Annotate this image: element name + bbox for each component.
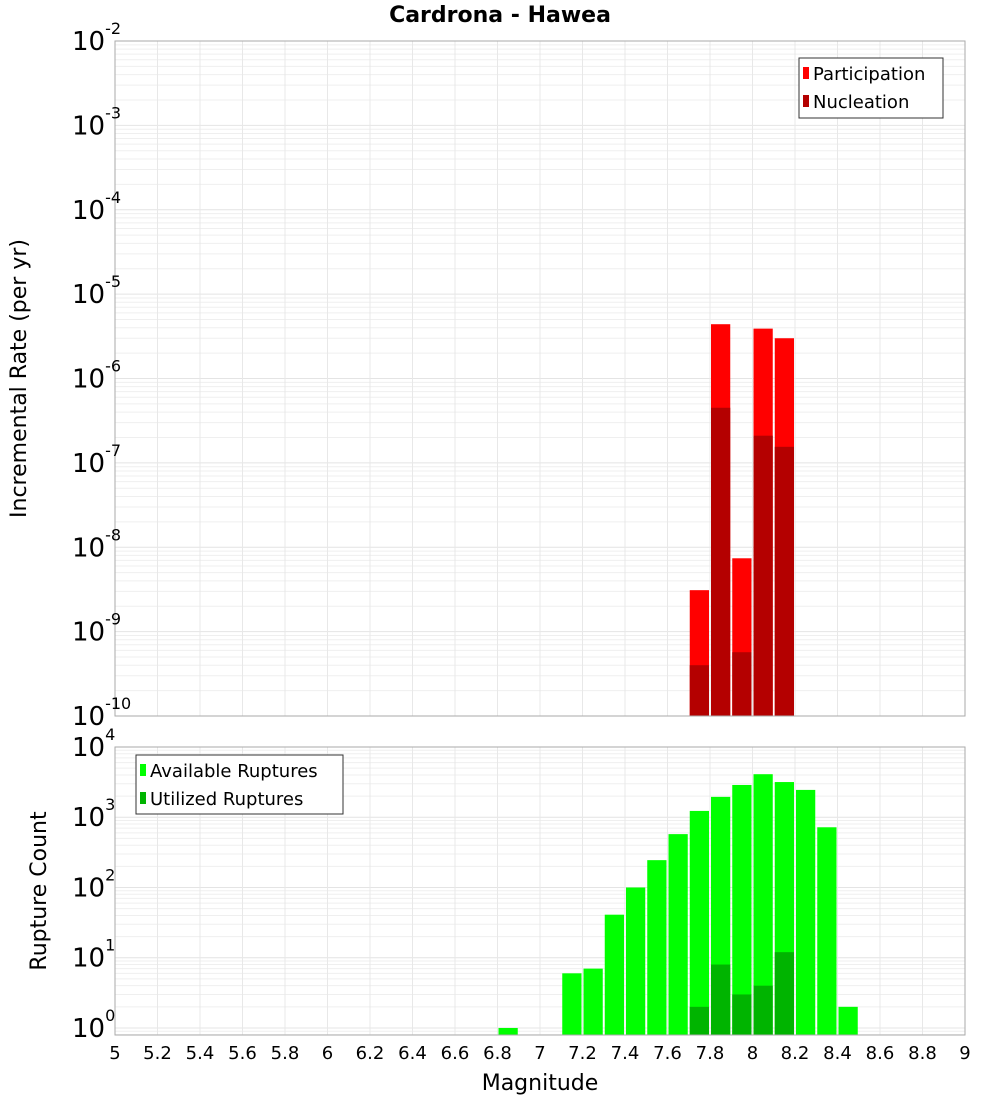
x-tick-label: 7.4 <box>611 1043 640 1064</box>
bar-available-ruptures <box>498 1027 518 1035</box>
x-tick-label: 8.4 <box>823 1043 852 1064</box>
x-tick-label: 6.6 <box>441 1043 470 1064</box>
bar-available-ruptures <box>838 1006 858 1035</box>
bar-utilized-ruptures <box>689 1006 709 1035</box>
bar-available-ruptures <box>626 887 646 1035</box>
plot-panel-0: 10-10 10-9 10-8 10-7 10-6 10-5 10-4 10-3 10-2 Inc… <box>7 3 966 732</box>
x-tick-label: 5 <box>109 1043 120 1064</box>
bar-available-ruptures <box>562 973 582 1035</box>
bar-nucleation <box>689 665 709 716</box>
y-tick-label: 103 <box>72 795 115 833</box>
y-tick-label: 10-7 <box>72 441 121 479</box>
x-tick-label: 5.2 <box>143 1043 172 1064</box>
y-tick-label: 101 <box>72 936 115 974</box>
y-tick-label: 10-8 <box>72 525 121 563</box>
bar-available-ruptures <box>796 789 816 1035</box>
x-tick-label: 7.2 <box>568 1043 597 1064</box>
bar-available-ruptures <box>753 774 773 1035</box>
legend-box <box>135 754 344 815</box>
x-tick-label: 8.6 <box>866 1043 895 1064</box>
y-tick-label: 104 <box>72 725 115 763</box>
bar-available-ruptures <box>732 784 752 1035</box>
x-tick-label: 7.8 <box>696 1043 725 1064</box>
bar-nucleation <box>711 407 731 716</box>
bar-available-ruptures <box>604 914 624 1035</box>
bar-utilized-ruptures <box>711 964 731 1035</box>
x-tick-label: 6.4 <box>398 1043 427 1064</box>
chart-title: Cardrona - Hawea <box>389 3 611 28</box>
legend-swatch <box>140 764 146 776</box>
bar-nucleation <box>732 652 752 716</box>
legend-swatch <box>803 67 809 79</box>
bar-nucleation <box>774 446 794 716</box>
x-tick-label: 9 <box>959 1043 970 1064</box>
bar-available-ruptures <box>817 827 837 1035</box>
y-tick-label: 102 <box>72 865 115 903</box>
x-tick-label: 7.6 <box>653 1043 682 1064</box>
x-tick-label: 8 <box>747 1043 758 1064</box>
x-tick-label: 5.8 <box>271 1043 300 1064</box>
plot-border <box>114 746 966 1036</box>
x-tick-label: 6.8 <box>483 1043 512 1064</box>
x-tick-label: 8.8 <box>908 1043 937 1064</box>
bar-utilized-ruptures <box>732 994 752 1035</box>
legend-label: Available Ruptures <box>150 761 318 782</box>
x-tick-label: 8.2 <box>781 1043 810 1064</box>
x-tick-label: 5.6 <box>228 1043 257 1064</box>
bar-available-ruptures <box>668 834 688 1035</box>
y-tick-label: 10-9 <box>72 610 121 648</box>
bar-nucleation <box>753 435 773 716</box>
y-tick-label: 10-2 <box>72 19 121 57</box>
y-tick-label: 10-4 <box>72 188 121 226</box>
bar-available-ruptures <box>689 810 709 1035</box>
x-tick-label: 6.2 <box>356 1043 385 1064</box>
legend-label: Nucleation <box>813 92 909 113</box>
legend-swatch <box>803 95 809 107</box>
x-axis-label: Magnitude <box>482 1071 599 1096</box>
x-tick-label: 7 <box>534 1043 545 1064</box>
y-tick-label: 10-3 <box>72 103 121 141</box>
legend-swatch <box>140 792 146 804</box>
y-tick-label: 10-10 <box>72 694 131 732</box>
bar-utilized-ruptures <box>753 985 773 1035</box>
y-axis-label: Rupture Count <box>27 811 52 971</box>
y-tick-label: 10-5 <box>72 272 121 310</box>
legend-label: Utilized Ruptures <box>150 789 303 810</box>
x-tick-label: 5.4 <box>186 1043 215 1064</box>
bar-available-ruptures <box>583 968 603 1035</box>
plot-border <box>114 40 966 717</box>
legend-box <box>798 57 944 119</box>
y-tick-label: 100 <box>72 1006 115 1044</box>
y-tick-label: 10-6 <box>72 357 121 395</box>
bar-utilized-ruptures <box>774 952 794 1035</box>
y-axis-label: Incremental Rate (per yr) <box>7 239 32 518</box>
bar-available-ruptures <box>647 860 667 1035</box>
plot-panel-1: 100 101 102 103 104 Rupture Count Available Ru… <box>27 725 971 1096</box>
x-tick-label: 6 <box>322 1043 333 1064</box>
legend-label: Participation <box>813 64 925 85</box>
